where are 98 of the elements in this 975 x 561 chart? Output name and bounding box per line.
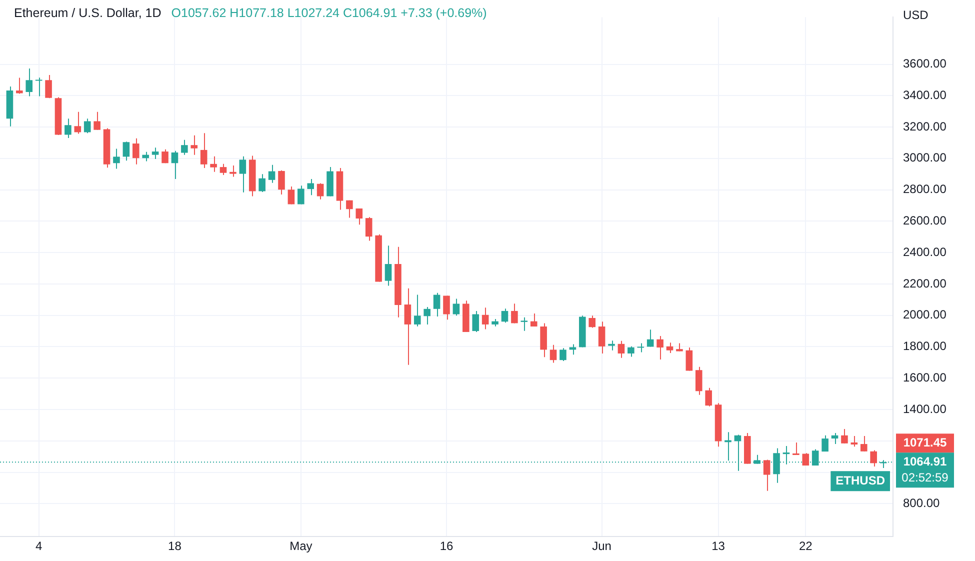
y-tick-label: 1800.00 [903, 339, 947, 354]
y-tick-label: 3400.00 [903, 88, 947, 102]
candlestick [220, 163, 227, 176]
candlestick [618, 340, 625, 358]
candlestick [258, 174, 266, 193]
x-tick-label: 16 [440, 539, 454, 554]
candlestick [16, 77, 23, 94]
candlestick [94, 111, 100, 130]
candlestick [356, 208, 363, 226]
candlestick [365, 216, 372, 242]
y-tick-label: 2200.00 [903, 276, 947, 290]
candlestick [472, 310, 480, 332]
chart-title: Ethereum / U.S. Dollar, 1D [14, 6, 162, 20]
candlestick [870, 450, 877, 467]
y-axis-title: USD [903, 8, 928, 22]
candlestick [656, 336, 664, 360]
candlestick [113, 148, 120, 170]
candlestick [132, 138, 140, 165]
candlestick [84, 118, 91, 134]
candlestick [598, 321, 606, 354]
candlestick [414, 294, 421, 327]
candlestick [569, 344, 576, 356]
y-tick-label: 2400.00 [903, 244, 947, 259]
candlestick [433, 292, 440, 317]
candlestick [850, 436, 858, 448]
candlestick [705, 387, 712, 407]
candlestick [763, 459, 770, 492]
chart-subtitle: O1057.62 H1077.18 L1027.24 C1064.91 +7.33 (+0.69%) [171, 6, 487, 20]
candlestick [530, 312, 538, 327]
candlestick [142, 151, 149, 162]
candlestick [482, 307, 489, 330]
candlestick [540, 322, 547, 358]
candlestick [181, 139, 188, 156]
candlestick [152, 147, 159, 160]
y-tick-label: 2000.00 [903, 308, 947, 322]
x-tick-label: 22 [798, 539, 813, 554]
candlestick [162, 148, 168, 164]
x-tick-label: May [290, 539, 312, 554]
candlestick [841, 428, 848, 444]
candlestick [588, 315, 596, 328]
candlestick [288, 186, 295, 205]
candlestick [384, 245, 392, 286]
candlestick [734, 434, 742, 472]
candlestick [695, 366, 702, 396]
candlestick [74, 111, 82, 134]
candlestick [452, 298, 460, 316]
candlestick [26, 68, 33, 97]
x-tick-label: 13 [712, 539, 726, 554]
text: 1064.91 [903, 454, 948, 468]
candlestick [520, 316, 528, 332]
y-tick-label: 800.00 [903, 496, 940, 510]
candlestick [646, 329, 654, 348]
candlestick [268, 164, 276, 184]
candlestick [278, 170, 285, 196]
candlestick [550, 344, 557, 364]
candlestick [860, 436, 868, 452]
x-tick-label: 18 [168, 539, 182, 554]
candlestick [190, 134, 198, 156]
candlestick [239, 156, 246, 193]
ref-line-label: ETHUSD [836, 473, 886, 488]
y-tick-label: 3200.00 [903, 119, 947, 134]
candlestick [171, 150, 178, 180]
candlestick [424, 306, 430, 325]
candlestick [404, 288, 412, 366]
candlestick [346, 200, 353, 218]
candlestick [200, 132, 208, 168]
candlestick [35, 77, 42, 97]
candlestick [45, 74, 52, 99]
y-tick-label: 3600.00 [903, 56, 947, 71]
candlestick [230, 164, 236, 178]
candlestick [628, 346, 634, 358]
y-tick-label: 1400.00 [903, 402, 947, 416]
candlestick [501, 308, 508, 324]
candlestick [608, 340, 615, 351]
candlestick [316, 182, 324, 200]
text: 1071.45 [903, 435, 948, 450]
candlestick [802, 452, 810, 466]
candlestick [210, 156, 217, 172]
candlestick [782, 446, 790, 465]
x-tick-label: Jun [592, 539, 612, 554]
text: 02:52:59 [902, 470, 949, 484]
candlestick [298, 185, 304, 205]
candlestick [666, 342, 674, 354]
x-tick-label: 4 [35, 539, 42, 554]
y-tick-label: 2600.00 [903, 214, 947, 228]
candlestick [307, 178, 314, 196]
y-tick-label: 2800.00 [903, 182, 947, 196]
candlestick [792, 442, 800, 456]
y-tick-label: 1600.00 [903, 370, 947, 384]
candlestick [686, 347, 693, 372]
candlestick [64, 118, 72, 139]
candlestick [831, 432, 838, 445]
candlestick [560, 348, 566, 362]
y-tick-label: 3000.00 [903, 150, 947, 165]
candlestick [511, 303, 518, 324]
candlestick [443, 295, 450, 320]
candlestick [122, 141, 130, 162]
candlestick [822, 434, 828, 452]
